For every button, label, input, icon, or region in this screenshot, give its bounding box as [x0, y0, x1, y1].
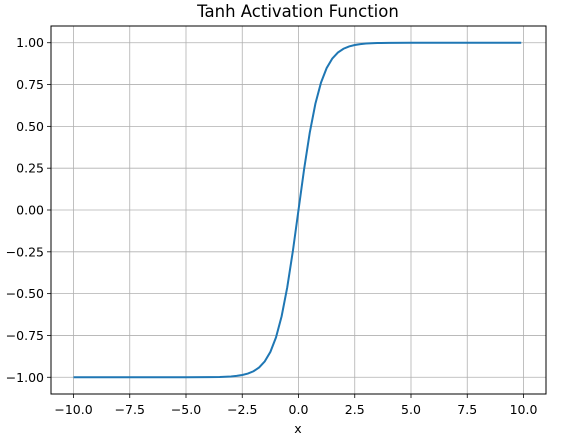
series-line-tanh: [73, 41, 522, 379]
x-axis-label: x: [294, 421, 301, 433]
x-tick-label: 10.0: [510, 402, 538, 417]
y-tick-label: 0.75: [16, 77, 44, 92]
y-tick-label: −1.00: [6, 370, 44, 385]
y-tick-label: −0.75: [6, 328, 44, 343]
x-axis-ticks: −10.0 −7.5 −5.0 −2.5 0.0 2.5 5.0 7.5 10.0: [54, 394, 537, 417]
x-tick-label: −7.5: [115, 402, 145, 417]
y-tick-label: 0.25: [16, 161, 44, 176]
y-tick-label: −0.50: [6, 286, 44, 301]
x-tick-label: 7.5: [457, 402, 477, 417]
plot-frame: [50, 25, 547, 395]
y-tick-label: 1.00: [16, 35, 44, 50]
y-tick-label: 0.00: [16, 203, 44, 218]
x-tick-label: 2.5: [345, 402, 365, 417]
x-tick-label: −5.0: [171, 402, 201, 417]
x-tick-label: −2.5: [227, 402, 257, 417]
chart-title: Tanh Activation Function: [196, 2, 399, 21]
x-tick-label: −10.0: [54, 402, 92, 417]
x-tick-label: 5.0: [401, 402, 421, 417]
x-tick-label: 0.0: [289, 402, 309, 417]
y-axis-ticks: −1.00 −0.75 −0.50 −0.25 0.00 0.25 0.50 0.75 1.00: [6, 35, 51, 385]
y-tick-label: 0.50: [16, 119, 44, 134]
y-tick-label: −0.25: [6, 244, 44, 259]
